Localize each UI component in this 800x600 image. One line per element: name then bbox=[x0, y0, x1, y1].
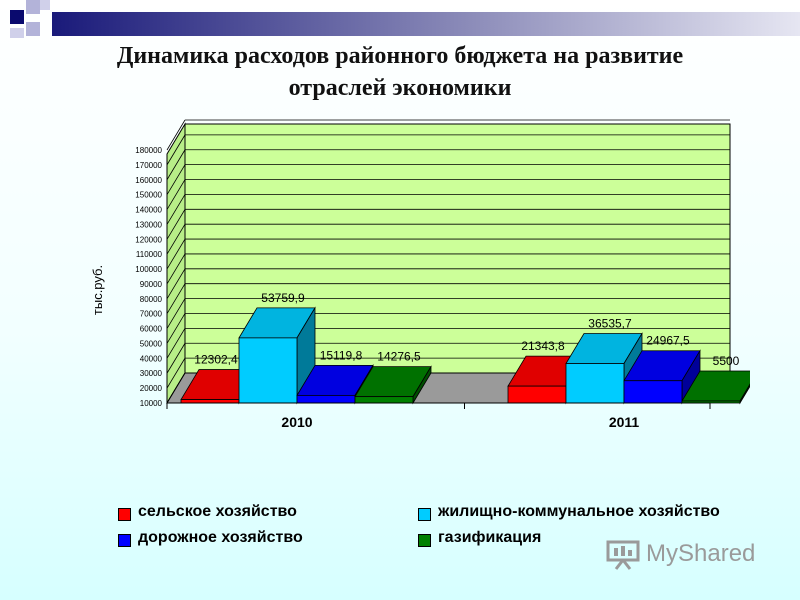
presentation-board-icon bbox=[606, 540, 640, 570]
side-gridline bbox=[166, 223, 186, 255]
decoration-square bbox=[10, 10, 24, 24]
data-label: 36535,7 bbox=[588, 317, 632, 331]
y-tick-label: 180000 bbox=[135, 146, 162, 155]
y-tick-label: 50000 bbox=[140, 339, 163, 348]
side-wall bbox=[166, 122, 186, 405]
y-tick-label: 80000 bbox=[140, 295, 163, 304]
side-gridline bbox=[166, 283, 186, 314]
y-tick-label: 60000 bbox=[140, 325, 163, 334]
side-gridline bbox=[166, 268, 186, 300]
legend-swatch bbox=[418, 508, 431, 521]
y-tick-label: 90000 bbox=[140, 280, 163, 289]
bar-chart: 10000 20000 30000 40000 50000 60000 70000 80000… bbox=[90, 119, 750, 430]
side-gridline bbox=[166, 164, 186, 195]
data-label: 24967,5 bbox=[646, 334, 690, 348]
bar bbox=[296, 394, 356, 404]
bar bbox=[507, 385, 567, 404]
x-tick-label: 2010 bbox=[281, 414, 312, 430]
title-line-2: отраслей экономики bbox=[288, 75, 512, 101]
bar bbox=[623, 380, 683, 404]
y-tick-label: 130000 bbox=[135, 220, 162, 229]
data-label: 5500 bbox=[713, 354, 740, 368]
decoration-square bbox=[26, 0, 40, 14]
legend-label: сельское хозяйство bbox=[138, 503, 297, 520]
page-title: Динамика расходов районного бюджета на р… bbox=[0, 40, 800, 104]
bar bbox=[180, 399, 240, 404]
y-tick-label: 150000 bbox=[135, 191, 162, 200]
x-tick-label: 2011 bbox=[609, 414, 640, 430]
data-label: 53759,9 bbox=[261, 291, 305, 305]
side-gridline bbox=[166, 238, 186, 270]
watermark-text: MyShared bbox=[646, 540, 756, 567]
decoration-square bbox=[10, 28, 24, 38]
side-gridline bbox=[166, 194, 186, 225]
y-tick-label: 160000 bbox=[135, 176, 162, 185]
y-tick-label: 30000 bbox=[140, 369, 163, 378]
y-tick-label: 110000 bbox=[136, 250, 163, 259]
side-gridline bbox=[166, 372, 186, 404]
data-label: 21343,8 bbox=[521, 339, 565, 353]
side-gridline bbox=[166, 328, 186, 359]
y-tick-label: 40000 bbox=[140, 354, 163, 363]
bar bbox=[354, 396, 414, 404]
side-gridline bbox=[166, 253, 186, 285]
data-label: 12302,4 bbox=[194, 353, 238, 367]
bar bbox=[681, 400, 741, 404]
y-axis-label: тыс.руб. bbox=[90, 265, 105, 315]
legend-label: жилищно-коммунальное хозяйство bbox=[438, 503, 720, 520]
title-line-1: Динамика расходов районного бюджета на р… bbox=[116, 43, 684, 69]
decoration-bar bbox=[52, 12, 800, 36]
side-gridline bbox=[166, 343, 186, 374]
data-label: 14276,5 bbox=[377, 350, 421, 364]
bar bbox=[238, 337, 298, 404]
y-tick-label: 140000 bbox=[135, 206, 162, 215]
y-tick-label: 120000 bbox=[135, 235, 162, 244]
bar bbox=[565, 363, 625, 404]
legend-swatch bbox=[418, 534, 431, 547]
side-gridline bbox=[166, 179, 186, 210]
y-tick-label: 20000 bbox=[140, 384, 163, 393]
side-gridline bbox=[166, 357, 186, 389]
y-tick-label: 100000 bbox=[135, 265, 162, 274]
data-label: 15119,8 bbox=[320, 348, 363, 362]
decoration-square bbox=[40, 0, 50, 10]
legend-swatch bbox=[118, 508, 131, 521]
y-tick-label: 170000 bbox=[135, 161, 162, 170]
corner-decoration bbox=[10, 0, 800, 38]
y-tick-label: 10000 bbox=[140, 399, 163, 408]
side-gridline bbox=[166, 209, 186, 240]
side-gridline bbox=[166, 134, 186, 166]
side-gridline bbox=[166, 298, 186, 329]
y-tick-label: 70000 bbox=[140, 310, 163, 319]
decoration-square bbox=[26, 22, 40, 36]
legend-label: газификация bbox=[438, 529, 542, 546]
side-gridline bbox=[166, 149, 186, 180]
legend-label: дорожное хозяйство bbox=[138, 529, 303, 546]
side-gridline bbox=[166, 119, 186, 151]
legend-swatch bbox=[118, 534, 131, 547]
side-gridline bbox=[166, 313, 186, 344]
